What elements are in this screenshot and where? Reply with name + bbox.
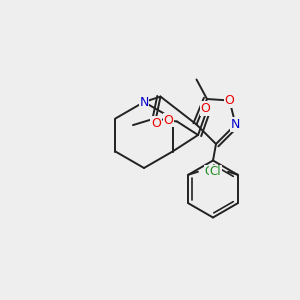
Text: O: O — [164, 113, 173, 127]
Text: O: O — [151, 117, 161, 130]
Text: O: O — [201, 102, 211, 115]
Text: Cl: Cl — [205, 165, 216, 178]
Text: N: N — [139, 95, 149, 109]
Text: N: N — [231, 118, 240, 131]
Text: O: O — [225, 94, 234, 107]
Text: Cl: Cl — [210, 165, 221, 178]
